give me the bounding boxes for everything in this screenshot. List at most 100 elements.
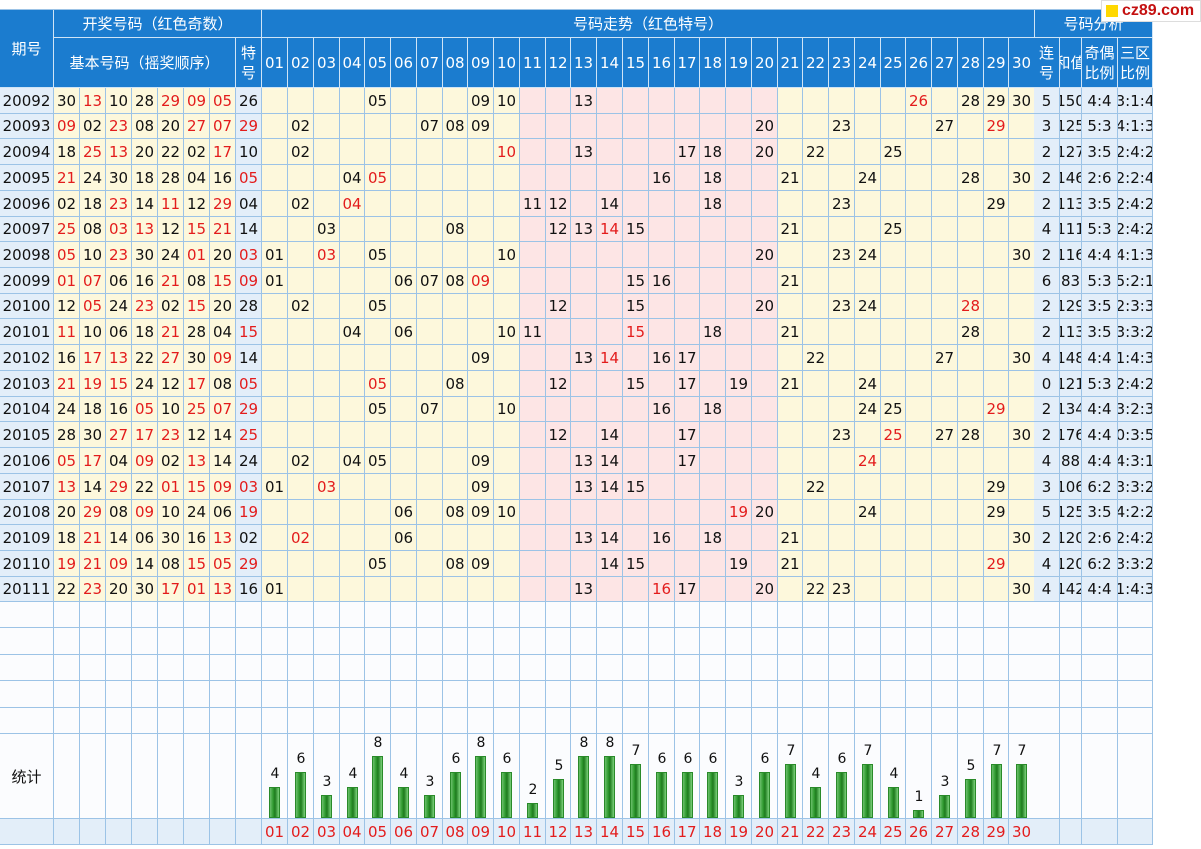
trend-special-14: 14 [597, 345, 623, 371]
trend-ball-02: 02 [288, 139, 314, 165]
analysis-consecutive: 2 [1034, 139, 1060, 165]
draw-ball: 11 [158, 191, 184, 217]
trend-ball-12: 12 [546, 191, 571, 217]
trend-empty-cell [700, 448, 726, 474]
draw-ball: 09 [132, 500, 158, 525]
empty-cell [288, 628, 314, 655]
analysis-odd_even: 3:5 [1082, 294, 1118, 319]
empty-cell [1034, 708, 1060, 734]
trend-ball-09: 09 [468, 345, 494, 371]
trend-empty-cell [340, 422, 365, 448]
trend-empty-cell [726, 422, 752, 448]
stats-cell [1060, 734, 1082, 819]
analysis-odd_even: 4:4 [1082, 345, 1118, 371]
stats-cell [340, 734, 365, 819]
trend-empty-cell [391, 139, 417, 165]
draw-ball: 16 [210, 165, 236, 191]
trend-empty-cell [288, 88, 314, 114]
trend-empty-cell [1009, 268, 1035, 294]
trend-empty-cell [958, 525, 984, 551]
trend-empty-cell [803, 500, 829, 525]
empty-cell [184, 708, 210, 734]
empty-cell [520, 628, 546, 655]
trend-empty-cell [726, 191, 752, 217]
empty-cell [106, 628, 132, 655]
draw-ball: 08 [106, 500, 132, 525]
trend-empty-cell [391, 397, 417, 422]
trend-ball-02: 02 [288, 294, 314, 319]
draw-ball: 10 [158, 500, 184, 525]
trend-ball-08: 08 [443, 217, 468, 242]
trend-ball-21: 21 [778, 525, 803, 551]
empty-cell [365, 628, 391, 655]
empty-cell [1060, 628, 1082, 655]
trend-empty-cell [391, 294, 417, 319]
draw-ball: 22 [158, 139, 184, 165]
header-number-col: 04 [340, 38, 365, 88]
empty-cell [184, 628, 210, 655]
empty-cell [855, 708, 881, 734]
trend-empty-cell [365, 114, 391, 139]
empty-cell [906, 681, 932, 708]
trend-empty-cell [958, 474, 984, 500]
empty-cell [340, 628, 365, 655]
header-number-col: 16 [649, 38, 675, 88]
trend-empty-cell [649, 551, 675, 577]
header-number-col: 05 [365, 38, 391, 88]
trend-empty-cell [314, 191, 340, 217]
trend-empty-cell [468, 319, 494, 345]
empty-cell [752, 628, 778, 655]
analysis-sum: 127 [1060, 139, 1082, 165]
draw-ball: 01 [184, 242, 210, 268]
trend-empty-cell [958, 500, 984, 525]
trend-empty-cell [752, 345, 778, 371]
trend-empty-cell [984, 422, 1009, 448]
analysis-consecutive: 2 [1034, 525, 1060, 551]
empty-cell [932, 708, 958, 734]
trend-empty-cell [546, 268, 571, 294]
trend-empty-cell [571, 242, 597, 268]
special-ball: 02 [236, 525, 262, 551]
trend-ball-30: 30 [1009, 525, 1035, 551]
trend-empty-cell [778, 577, 803, 602]
trend-empty-cell [314, 139, 340, 165]
draw-ball: 01 [54, 268, 80, 294]
trend-empty-cell [262, 551, 288, 577]
trend-empty-cell [494, 422, 520, 448]
trend-special-29: 29 [984, 551, 1009, 577]
trend-empty-cell [855, 422, 881, 448]
empty-cell [391, 681, 417, 708]
trend-empty-cell [700, 422, 726, 448]
draw-ball: 13 [184, 448, 210, 474]
draw-ball: 04 [106, 448, 132, 474]
draw-ball: 14 [132, 551, 158, 577]
trend-empty-cell [855, 88, 881, 114]
trend-empty-cell [752, 551, 778, 577]
empty-cell [80, 602, 106, 628]
trend-empty-cell [752, 217, 778, 242]
header-number-col: 28 [958, 38, 984, 88]
trend-empty-cell [623, 165, 649, 191]
trend-empty-cell [829, 268, 855, 294]
draw-ball: 02 [158, 448, 184, 474]
trend-empty-cell [726, 319, 752, 345]
trend-ball-20: 20 [752, 577, 778, 602]
analysis-zones: 4:2:2 [1118, 500, 1153, 525]
header-number-col: 29 [984, 38, 1009, 88]
frequency-bar [810, 787, 821, 818]
frequency-value-label: 8 [476, 735, 486, 751]
trend-ball-29: 29 [984, 191, 1009, 217]
empty-cell [80, 628, 106, 655]
trend-ball-17: 17 [675, 422, 700, 448]
site-logo[interactable]: cz89.com [1101, 0, 1201, 22]
frequency-bar [372, 756, 383, 818]
trend-empty-cell [1009, 551, 1035, 577]
trend-empty-cell [314, 551, 340, 577]
frequency-value-label: 4 [889, 766, 899, 782]
trend-empty-cell [391, 191, 417, 217]
empty-cell [932, 655, 958, 681]
trend-empty-cell [597, 500, 623, 525]
trend-empty-cell [391, 551, 417, 577]
frequency-bar [604, 756, 615, 818]
axis-tick-label: 15 [623, 819, 649, 845]
